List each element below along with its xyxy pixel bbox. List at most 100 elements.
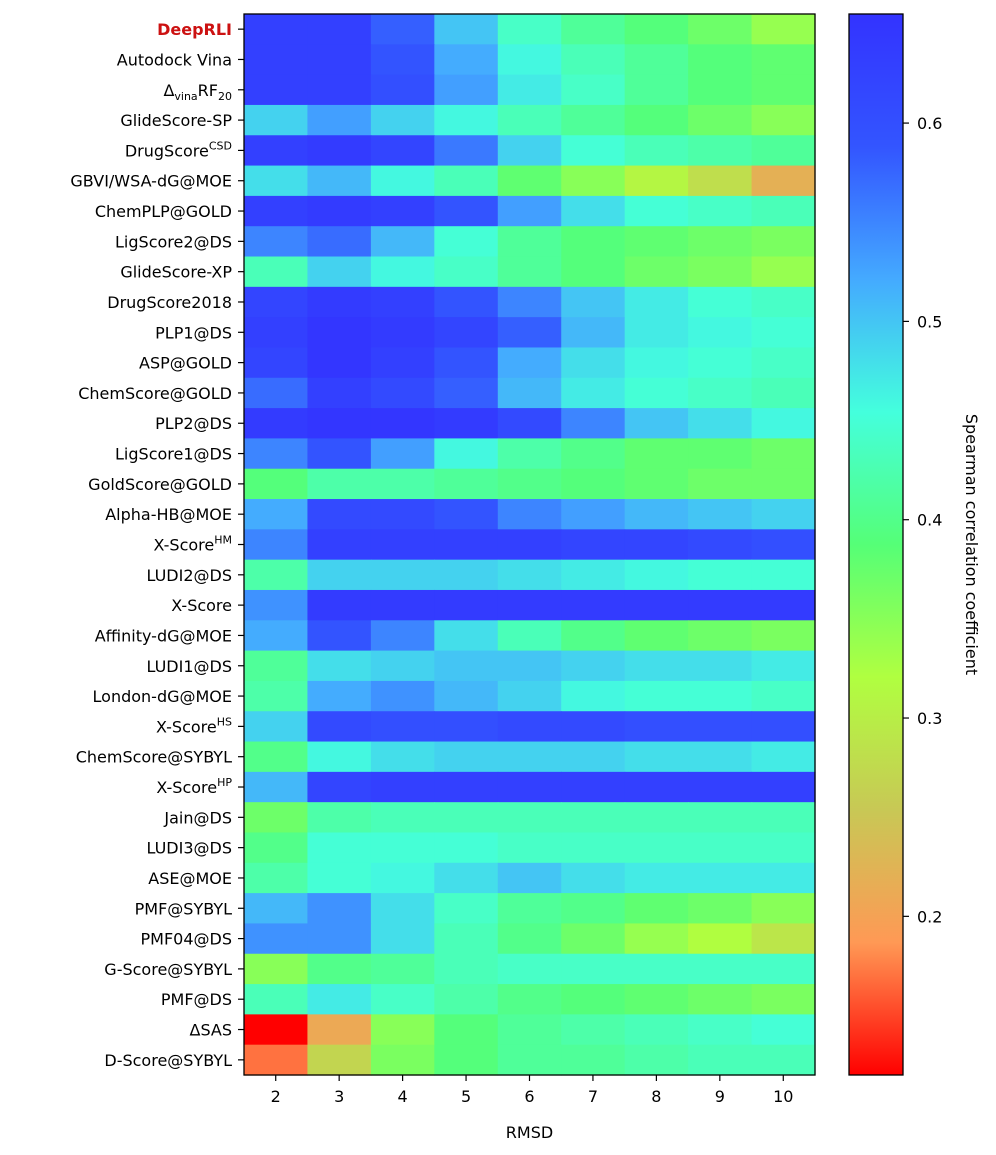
- heatmap-cell: [751, 802, 816, 834]
- heatmap-cell: [244, 711, 309, 743]
- heatmap-cell: [307, 165, 372, 197]
- row-label: PMF@SYBYL: [135, 899, 232, 918]
- heatmap-cell: [434, 347, 499, 379]
- heatmap-cell: [561, 408, 626, 439]
- row-label: GlideScore-SP: [120, 111, 232, 130]
- heatmap-cell: [624, 650, 689, 682]
- x-axis-label: RMSD: [506, 1123, 553, 1142]
- heatmap-cell: [497, 862, 562, 894]
- heatmap-cell: [244, 923, 309, 955]
- heatmap-cell: [370, 104, 435, 136]
- heatmap-cell: [751, 559, 816, 591]
- heatmap-cell: [434, 226, 499, 258]
- heatmap-cell: [307, 468, 372, 500]
- heatmap-cell: [688, 559, 753, 591]
- heatmap-cell: [624, 1044, 689, 1076]
- row-label: LUDI3@DS: [146, 839, 232, 858]
- heatmap-cell: [688, 650, 753, 682]
- heatmap-cell: [561, 165, 626, 197]
- heatmap-cell: [751, 620, 816, 652]
- heatmap-cell: [688, 1014, 753, 1046]
- heatmap-cell: [307, 862, 372, 894]
- heatmap-cell: [624, 741, 689, 773]
- heatmap-cell: [307, 256, 372, 288]
- heatmap-cell: [624, 165, 689, 197]
- heatmap-cell: [688, 347, 753, 379]
- heatmap-cell: [751, 377, 816, 409]
- heatmap-cell: [751, 468, 816, 500]
- heatmap-cell: [497, 468, 562, 500]
- heatmap-cell: [244, 256, 309, 288]
- heatmap-cell: [624, 559, 689, 591]
- heatmap-cell: [561, 1014, 626, 1046]
- heatmap-cell: [624, 408, 689, 439]
- heatmap-cell: [370, 499, 435, 530]
- heatmap-cell: [497, 226, 562, 258]
- row-label: X-ScoreHM: [153, 534, 232, 555]
- heatmap-cell: [307, 317, 372, 349]
- row-label: ΔvinaRF20: [163, 81, 232, 103]
- row-label: X-Score: [171, 596, 232, 615]
- heatmap-cell: [624, 711, 689, 743]
- heatmap-cell: [307, 923, 372, 955]
- heatmap-cell: [751, 165, 816, 197]
- heatmap-cell: [307, 620, 372, 652]
- x-tick-label: 3: [334, 1087, 344, 1106]
- heatmap-cell: [624, 802, 689, 834]
- heatmap-cell: [497, 347, 562, 379]
- heatmap-cell: [624, 14, 689, 45]
- heatmap-cell: [624, 317, 689, 349]
- heatmap-cell: [307, 802, 372, 834]
- heatmap-cell: [307, 529, 372, 561]
- heatmap-cell: [370, 195, 435, 227]
- heatmap-cell: [370, 711, 435, 743]
- heatmap-cell: [624, 347, 689, 379]
- x-tick-label: 9: [715, 1087, 725, 1106]
- heatmap-cell: [370, 771, 435, 803]
- heatmap-cell: [497, 589, 562, 621]
- heatmap-cell: [370, 741, 435, 773]
- row-label: LigScore2@DS: [115, 232, 232, 251]
- heatmap-cell: [497, 953, 562, 985]
- heatmap-cell: [434, 953, 499, 985]
- heatmap-cell: [497, 165, 562, 197]
- heatmap-cell: [370, 256, 435, 288]
- heatmap-cell: [497, 559, 562, 591]
- heatmap-cell: [307, 347, 372, 379]
- heatmap-cell: [370, 620, 435, 652]
- heatmap-cell: [624, 589, 689, 621]
- heatmap-cell: [307, 1014, 372, 1046]
- heatmap-cell: [370, 347, 435, 379]
- heatmap-cell: [370, 559, 435, 591]
- heatmap-cell: [434, 499, 499, 530]
- heatmap-cell: [497, 14, 562, 45]
- heatmap-cell: [751, 226, 816, 258]
- heatmap-cell: [434, 650, 499, 682]
- heatmap-cell: [434, 165, 499, 197]
- heatmap-cell: [751, 195, 816, 227]
- heatmap-cell: [434, 317, 499, 349]
- heatmap-cell: [434, 1014, 499, 1046]
- heatmap-cell: [751, 1014, 816, 1046]
- x-tick-label: 6: [524, 1087, 534, 1106]
- heatmap-cell: [751, 44, 816, 76]
- heatmap-cell: [688, 771, 753, 803]
- heatmap-cell: [751, 1044, 816, 1076]
- heatmap-cell: [688, 802, 753, 834]
- heatmap-cell: [370, 923, 435, 955]
- heatmap-cell: [624, 438, 689, 470]
- heatmap-cell: [624, 499, 689, 530]
- heatmap-cell: [434, 195, 499, 227]
- x-tick-label: 8: [651, 1087, 661, 1106]
- heatmap-cell: [561, 104, 626, 136]
- heatmap-cell: [688, 468, 753, 500]
- heatmap-cell: [561, 650, 626, 682]
- row-label: ASP@GOLD: [139, 354, 232, 373]
- heatmap-cell: [434, 620, 499, 652]
- heatmap-cell: [244, 377, 309, 409]
- heatmap-cell: [244, 1044, 309, 1076]
- heatmap-cell: [307, 377, 372, 409]
- heatmap-cell: [244, 862, 309, 894]
- heatmap-cell: [497, 286, 562, 318]
- heatmap-cell: [688, 862, 753, 894]
